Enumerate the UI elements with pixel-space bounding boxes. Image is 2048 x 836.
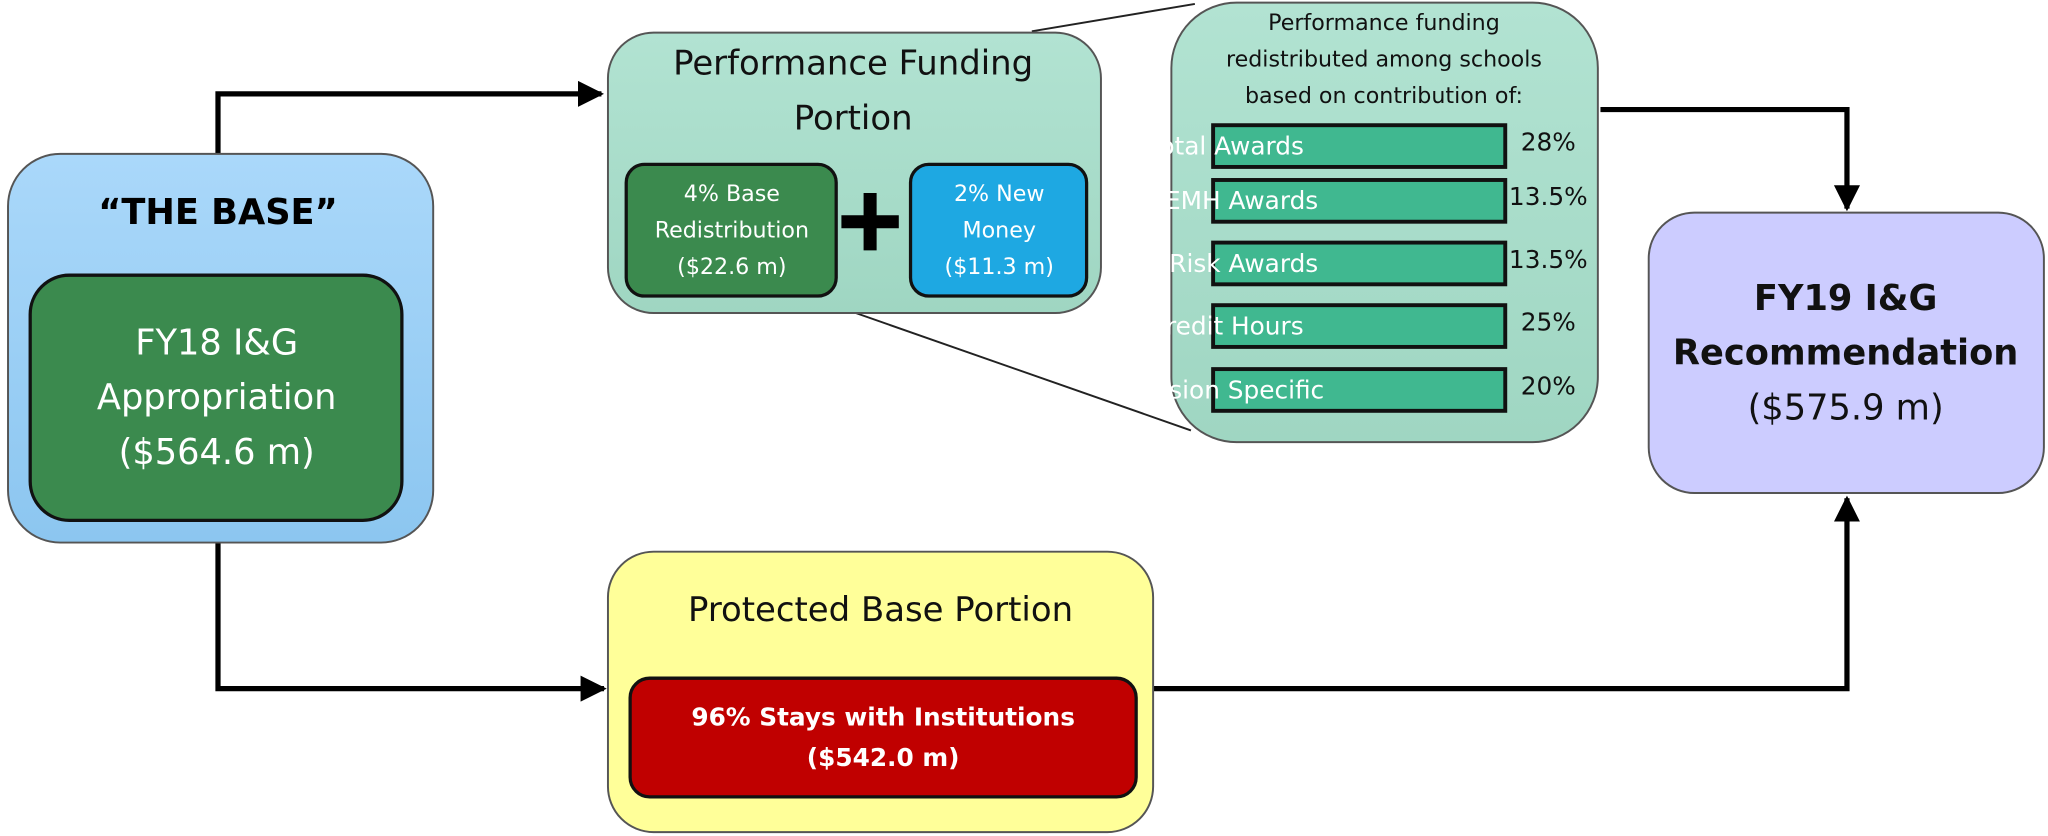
appropriation-text: Appropriation [97,377,337,418]
metric-share: 28% [1521,127,1576,156]
recommendation-box [1647,211,2045,494]
recommendation-text: FY19 I&G [1754,278,1937,319]
metric-label: At-Risk Awards [1134,249,1318,278]
metric-label: Credit Hours [1149,311,1304,340]
new-money-text: Money [962,217,1035,243]
connectors [215,80,1860,702]
base-title: “THE BASE” [98,192,338,233]
new-money-box [908,162,1089,298]
metric-bar [1211,178,1508,224]
stays-text: ($542.0 m) [807,743,960,772]
appropriation-box [28,273,404,523]
metric-share: 13.5% [1509,245,1588,274]
arrow [215,80,605,154]
appropriation-text: FY18 I&G [135,322,298,363]
metric-bar [1211,367,1508,413]
appropriation-text: ($564.6 m) [119,432,315,473]
protected-title: Protected Base Portion [688,590,1073,629]
metrics-intro: based on contribution of: [1245,83,1523,109]
metrics-intro: redistributed among schools [1226,46,1542,72]
zoom-line [1031,2,1196,33]
metric-share: 13.5% [1509,182,1588,211]
redistribution-text: Redistribution [655,217,809,243]
zoom-lines [855,2,1196,432]
metric-bar [1211,240,1508,287]
performance-title: Performance Funding [673,44,1033,83]
recommendation-text: ($575.9 m) [1748,388,1944,429]
metric-bar [1211,303,1508,349]
arrow [215,542,607,702]
metric-label: Mission Specific [1128,375,1324,404]
zoom-line [855,312,1192,432]
recommendation-text: Recommendation [1673,333,2018,374]
metric-share: 25% [1521,307,1576,336]
performance-title: Portion [794,98,913,137]
metric-bar [1211,123,1508,169]
new-money-text: 2% New [954,181,1045,207]
redistribution-text: ($22.6 m) [677,254,786,280]
arrow [1153,495,1860,692]
metric-share: 20% [1521,371,1576,400]
stays-text: 96% Stays with Institutions [691,703,1075,732]
metric-label: Total Awards [1147,131,1303,160]
plus-icon [841,193,899,251]
metrics-intro: Performance funding [1268,10,1500,36]
redistribution-text: 4% Base [684,181,780,207]
redistribution-box [624,162,838,298]
new-money-text: ($11.3 m) [945,254,1054,280]
arrow [1600,106,1860,212]
metric-label: STEMH Awards [1134,186,1318,215]
stays-box [628,676,1138,799]
